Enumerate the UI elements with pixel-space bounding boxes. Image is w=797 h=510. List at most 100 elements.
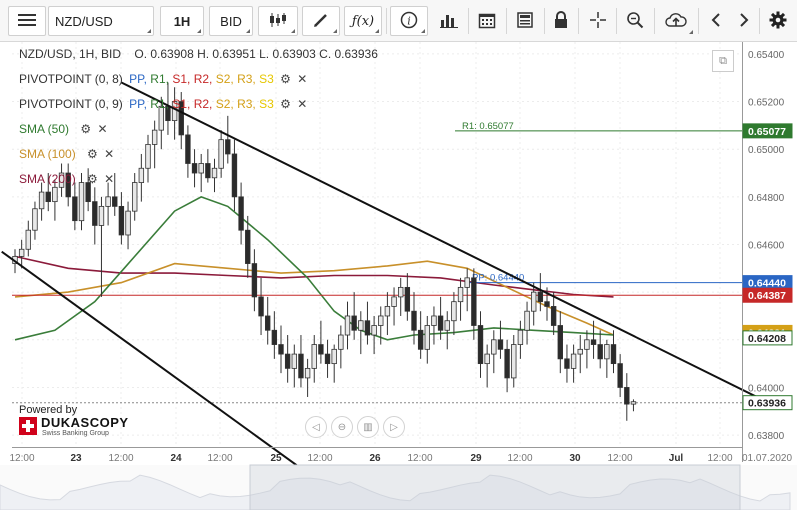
instrument-label: NZD/USD: [55, 13, 113, 29]
candle-body: [331, 348, 337, 365]
candle-body: [471, 277, 477, 326]
lock-button[interactable]: [546, 6, 576, 36]
price-side-selector[interactable]: BID: [209, 6, 253, 36]
calendar-icon: [478, 11, 496, 32]
upload-button[interactable]: [657, 6, 695, 36]
settings-button[interactable]: [764, 6, 792, 36]
time-tick: 12:00: [307, 453, 332, 464]
gear-icon[interactable]: ⚙: [87, 172, 98, 186]
close-icon[interactable]: ✕: [104, 147, 115, 161]
timeframe-selector[interactable]: 1H: [160, 6, 204, 36]
candle-body: [604, 344, 610, 360]
candle-body: [298, 353, 304, 379]
candle-type-button[interactable]: [258, 6, 298, 36]
candle-body: [451, 301, 457, 322]
chevron-left-icon: [710, 12, 722, 31]
fit-icon: ▥: [363, 421, 373, 433]
candle-body: [38, 191, 45, 210]
price-tick: 0.65400: [748, 50, 785, 61]
candle-body: [550, 306, 557, 326]
gear-icon[interactable]: ⚙: [280, 97, 291, 111]
candle-body: [52, 186, 58, 203]
function-button[interactable]: ƒ(x): [344, 6, 382, 36]
gear-icon[interactable]: ⚙: [280, 72, 291, 86]
gear-icon[interactable]: ⚙: [87, 147, 98, 161]
sma100-label: SMA (100): [19, 147, 76, 161]
gear-icon[interactable]: ⚙: [80, 122, 92, 136]
candle-body: [504, 348, 510, 379]
pivot1-s3: S3: [259, 72, 274, 86]
candle-body: [524, 310, 530, 331]
candle-body: [118, 205, 125, 236]
crosshair-button[interactable]: [582, 6, 614, 36]
candle-body: [65, 172, 71, 198]
candle-body: [351, 315, 357, 331]
pivot2-pp: PP,: [129, 97, 147, 111]
pivot2-s3: S3: [259, 97, 274, 111]
price-label: 0.64208: [748, 333, 786, 345]
candle-body: [338, 334, 344, 350]
scroll-right-button[interactable]: [732, 6, 756, 36]
candle-body: [211, 167, 218, 179]
candle-body: [238, 196, 244, 231]
time-tick: 23: [70, 453, 82, 464]
pivot1-r3: R3,: [237, 72, 256, 86]
time-tick: 01.07.2020: [742, 453, 792, 464]
candle-body: [171, 101, 178, 122]
trend-line: [120, 81, 767, 403]
candle-body: [324, 353, 331, 365]
candle-body: [92, 201, 98, 226]
pivot1-r2: R2,: [193, 72, 213, 86]
pivot2-s2: S2,: [215, 97, 234, 111]
news-button[interactable]: [508, 6, 542, 36]
instrument-selector[interactable]: NZD/USD: [48, 6, 154, 36]
candle-body: [138, 167, 145, 183]
candle-body: [125, 210, 131, 236]
candle-body: [258, 296, 264, 317]
scroll-back-button[interactable]: ◁: [305, 416, 327, 438]
info-button[interactable]: i: [390, 6, 428, 36]
close-icon[interactable]: ✕: [297, 72, 308, 86]
candle-body: [72, 196, 78, 222]
zoom-icon: [626, 11, 644, 32]
menu-button[interactable]: [8, 6, 46, 36]
zoom-out-button[interactable]: ⊖: [331, 416, 353, 438]
scroll-left-button[interactable]: [704, 6, 728, 36]
news-icon: [516, 11, 534, 32]
candle-body: [378, 315, 384, 326]
candle-body: [431, 315, 437, 326]
candle-body: [491, 339, 497, 355]
price-side-label: BID: [220, 13, 242, 29]
time-tick: 29: [470, 453, 482, 464]
time-tick: 12:00: [407, 453, 432, 464]
sma50-label: SMA (50): [19, 122, 70, 136]
close-icon[interactable]: ✕: [297, 97, 308, 111]
expand-chart-button[interactable]: ⧉: [712, 50, 734, 72]
zoom-button[interactable]: [619, 6, 651, 36]
candle-body: [557, 325, 563, 360]
price-label: 0.65077: [748, 126, 786, 138]
candle-body: [85, 182, 91, 203]
candle-body: [570, 353, 577, 369]
scroll-forward-button[interactable]: ▷: [383, 416, 405, 438]
bar-chart-button[interactable]: [432, 6, 466, 36]
close-icon[interactable]: ✕: [97, 122, 108, 136]
ohlc-values: O. 0.63908 H. 0.63951 L. 0.63903 C. 0.63…: [134, 47, 378, 61]
price-label-box: [742, 330, 793, 346]
candle-body: [624, 387, 630, 405]
draw-button[interactable]: [302, 6, 340, 36]
price-axis: 0.65400 0.65200 0.65000 0.64800 0.64600 0.644…: [742, 50, 793, 442]
calendar-button[interactable]: [470, 6, 504, 36]
candle-body: [457, 286, 464, 303]
pivot2-s1: S1,: [172, 97, 191, 111]
navigator-area: [0, 474, 791, 510]
zoom-fit-button[interactable]: ▥: [357, 416, 379, 438]
time-tick: 12:00: [507, 453, 532, 464]
candle-body: [577, 348, 583, 355]
time-tick: 12:00: [607, 453, 632, 464]
candle-body: [424, 325, 430, 350]
zoom-out-icon: ⊖: [337, 421, 347, 433]
candle-body: [444, 320, 450, 331]
close-icon[interactable]: ✕: [104, 172, 115, 186]
candle-body: [584, 339, 590, 350]
